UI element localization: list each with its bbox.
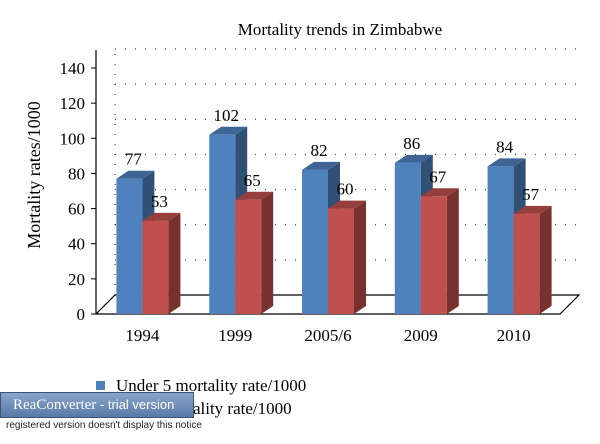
bar-top bbox=[420, 188, 459, 197]
bar-top bbox=[235, 191, 274, 200]
x-tick-label: 1999 bbox=[218, 326, 252, 345]
x-tick-label: 2009 bbox=[404, 326, 438, 345]
y-axis-label: Mortality rates/1000 bbox=[24, 101, 44, 248]
y-tick-label: 100 bbox=[60, 129, 86, 148]
y-tick-label: 0 bbox=[77, 305, 86, 324]
bar-side bbox=[539, 205, 552, 314]
bar-top bbox=[142, 212, 181, 221]
trial-watermark: ReaConverter - trial version registered … bbox=[0, 392, 202, 434]
data-label: 84 bbox=[496, 137, 514, 156]
data-label: 57 bbox=[522, 185, 540, 204]
x-tick-label: 1994 bbox=[125, 326, 160, 345]
bar-top bbox=[394, 154, 433, 163]
data-label: 65 bbox=[244, 171, 261, 190]
data-label: 86 bbox=[403, 134, 420, 153]
y-tick-label: 140 bbox=[60, 59, 86, 78]
legend-item-under5: Under 5 mortality rate/1000 bbox=[96, 374, 306, 397]
bar bbox=[302, 169, 328, 314]
chart-title: Mortality trends in Zimbabwe bbox=[238, 20, 442, 39]
y-tick-label: 40 bbox=[68, 235, 85, 254]
bar bbox=[513, 213, 540, 314]
data-label: 67 bbox=[429, 167, 447, 186]
bar-top bbox=[487, 158, 526, 167]
data-label: 53 bbox=[151, 192, 168, 211]
x-tick-label: 2005/6 bbox=[304, 326, 351, 345]
bar bbox=[394, 162, 421, 314]
watermark-notice: registered version doesn't display this … bbox=[0, 418, 202, 434]
data-label: 77 bbox=[125, 150, 143, 169]
y-tick-label: 20 bbox=[68, 270, 85, 289]
y-tick-label: 120 bbox=[60, 94, 86, 113]
bar-top bbox=[513, 205, 552, 214]
bar bbox=[328, 208, 354, 314]
bar-top bbox=[328, 200, 366, 209]
bar-top bbox=[209, 126, 248, 135]
bar bbox=[235, 199, 262, 314]
data-label: 60 bbox=[337, 180, 354, 199]
x-tick-label: 2010 bbox=[497, 326, 531, 345]
data-label: 82 bbox=[311, 141, 328, 160]
y-tick-label: 80 bbox=[68, 164, 85, 183]
data-label: 102 bbox=[213, 106, 239, 125]
plot-area: 0 20 40 60 80 100 120 140 77 53 1994 102 65 1999 82 60 2… bbox=[60, 48, 581, 345]
y-tick-label: 60 bbox=[68, 200, 85, 219]
bar-top bbox=[116, 170, 155, 179]
legend-swatch-under5 bbox=[96, 381, 105, 390]
bar bbox=[487, 166, 514, 314]
bar bbox=[142, 220, 169, 314]
watermark-brand: ReaConverter bbox=[13, 397, 97, 413]
bar bbox=[116, 178, 143, 314]
bar-side bbox=[446, 188, 459, 314]
watermark-suffix: - trial version bbox=[96, 397, 175, 412]
watermark-banner: ReaConverter - trial version bbox=[0, 392, 194, 418]
bar-top bbox=[302, 161, 340, 170]
bar-side bbox=[261, 191, 274, 314]
bar bbox=[420, 196, 447, 314]
bar-side bbox=[354, 200, 366, 314]
bar-side bbox=[168, 212, 181, 314]
bar bbox=[209, 134, 236, 314]
legend-label-under5: Under 5 mortality rate/1000 bbox=[116, 376, 307, 395]
